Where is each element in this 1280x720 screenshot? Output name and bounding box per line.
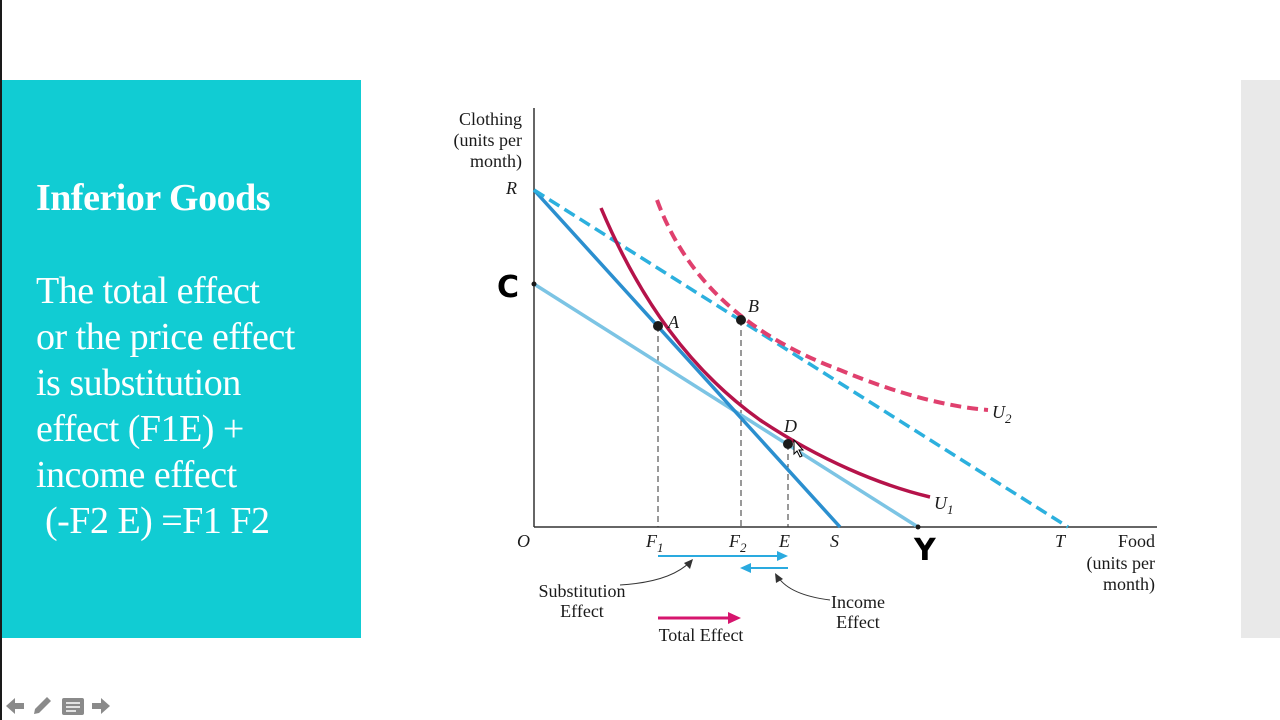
income-effect-label-line2: Effect: [836, 612, 880, 632]
income-effect-arrow: [740, 563, 788, 573]
indifference-curve-u1: [599, 207, 931, 499]
label-f1: F1: [645, 531, 664, 555]
income-pointer: [777, 576, 831, 601]
x-axis-label-line2: (units per: [1087, 553, 1155, 574]
substitution-pointer: [619, 561, 691, 586]
substitution-effect-label-line1: Substitution: [538, 581, 625, 601]
label-t: T: [1055, 531, 1067, 551]
arrow-left-icon[interactable]: [4, 694, 26, 718]
slide-nav-bar: [4, 694, 114, 718]
right-scroll-strip: [1241, 80, 1280, 638]
x-axis-label-line1: Food: [1118, 531, 1155, 551]
body-line: is substitution: [36, 362, 241, 404]
label-f2: F2: [728, 531, 747, 555]
point-d-marker: [783, 439, 793, 449]
point-y-marker: [915, 524, 921, 530]
budget-line-rs: [532, 188, 842, 529]
label-origin: O: [517, 531, 530, 551]
x-axis-label-line3: month): [1103, 574, 1155, 595]
income-effect-label-line1: Income: [831, 592, 885, 612]
body-line: effect (F1E) +: [36, 408, 244, 450]
total-effect-label: Total Effect: [659, 625, 744, 645]
label-point-b: B: [748, 296, 759, 316]
label-point-a: A: [667, 312, 680, 332]
substitution-effect-arrow: [658, 551, 788, 561]
body-line: The total effect: [36, 270, 260, 312]
substitution-effect-label-line2: Effect: [560, 601, 604, 621]
body-line: or the price effect: [36, 316, 295, 358]
slide-heading: Inferior Goods: [36, 177, 271, 219]
point-c-marker: [531, 281, 537, 287]
notes-icon[interactable]: [62, 698, 84, 715]
y-axis-label-line3: month): [470, 151, 522, 172]
point-a-marker: [653, 321, 663, 331]
label-s: S: [830, 531, 839, 551]
mouse-cursor-icon: [793, 438, 805, 458]
budget-line-rt: [533, 188, 1069, 529]
income-pointer-head: [775, 573, 783, 583]
substitution-pointer-head: [684, 559, 693, 569]
slide-body: The total effect or the price effect is …: [36, 268, 295, 544]
arrow-right-icon[interactable]: [90, 694, 112, 718]
label-r: R: [505, 178, 517, 198]
label-y: Y: [913, 533, 937, 568]
label-c: C: [497, 270, 519, 305]
text-panel: [2, 80, 361, 638]
label-u2: U2: [992, 402, 1012, 426]
body-line: (-F2 E) =F1 F2: [36, 500, 270, 542]
y-axis-label-line1: Clothing: [459, 109, 522, 129]
y-axis-label-line2: (units per: [454, 130, 522, 151]
indifference-curve-u2: [655, 199, 989, 412]
label-e: E: [778, 531, 790, 551]
point-b-marker: [736, 315, 746, 325]
label-point-d: D: [783, 416, 797, 436]
budget-line-cy: [533, 282, 919, 529]
pen-icon[interactable]: [30, 694, 52, 718]
body-line: income effect: [36, 454, 237, 496]
total-effect-arrow: [658, 612, 741, 624]
label-u1: U1: [934, 493, 954, 517]
